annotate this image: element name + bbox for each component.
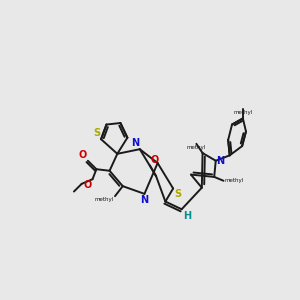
Text: methyl: methyl: [233, 110, 253, 115]
Text: methyl: methyl: [224, 178, 244, 183]
Text: N: N: [140, 195, 148, 205]
Text: S: S: [175, 189, 182, 199]
Text: O: O: [79, 150, 87, 160]
Text: methyl: methyl: [187, 145, 206, 150]
Text: S: S: [93, 128, 100, 138]
Text: O: O: [83, 180, 92, 190]
Text: methyl: methyl: [95, 197, 114, 202]
Text: H: H: [183, 211, 191, 221]
Text: N: N: [217, 156, 225, 166]
Text: O: O: [151, 154, 159, 165]
Text: N: N: [131, 138, 139, 148]
